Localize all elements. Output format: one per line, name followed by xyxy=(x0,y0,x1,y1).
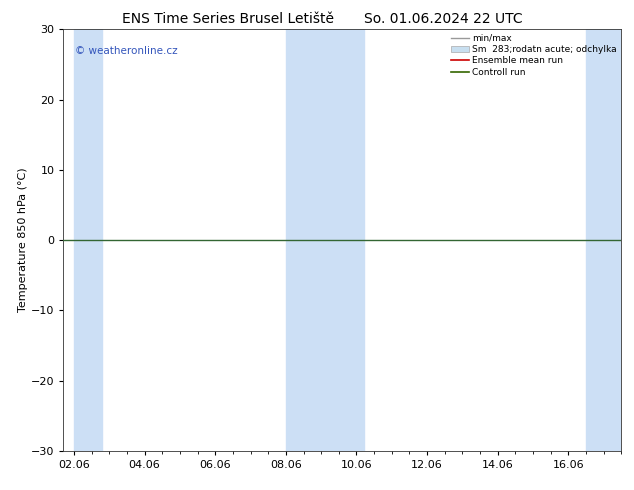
Text: © weatheronline.cz: © weatheronline.cz xyxy=(75,46,177,56)
Legend: min/max, Sm  283;rodatn acute; odchylka, Ensemble mean run, Controll run: min/max, Sm 283;rodatn acute; odchylka, … xyxy=(451,34,617,76)
Text: So. 01.06.2024 22 UTC: So. 01.06.2024 22 UTC xyxy=(365,12,523,26)
Bar xyxy=(74,29,102,451)
Y-axis label: Temperature 850 hPa (°C): Temperature 850 hPa (°C) xyxy=(18,168,28,313)
Bar xyxy=(286,29,363,451)
Text: ENS Time Series Brusel Letiště: ENS Time Series Brusel Letiště xyxy=(122,12,334,26)
Bar xyxy=(586,29,621,451)
